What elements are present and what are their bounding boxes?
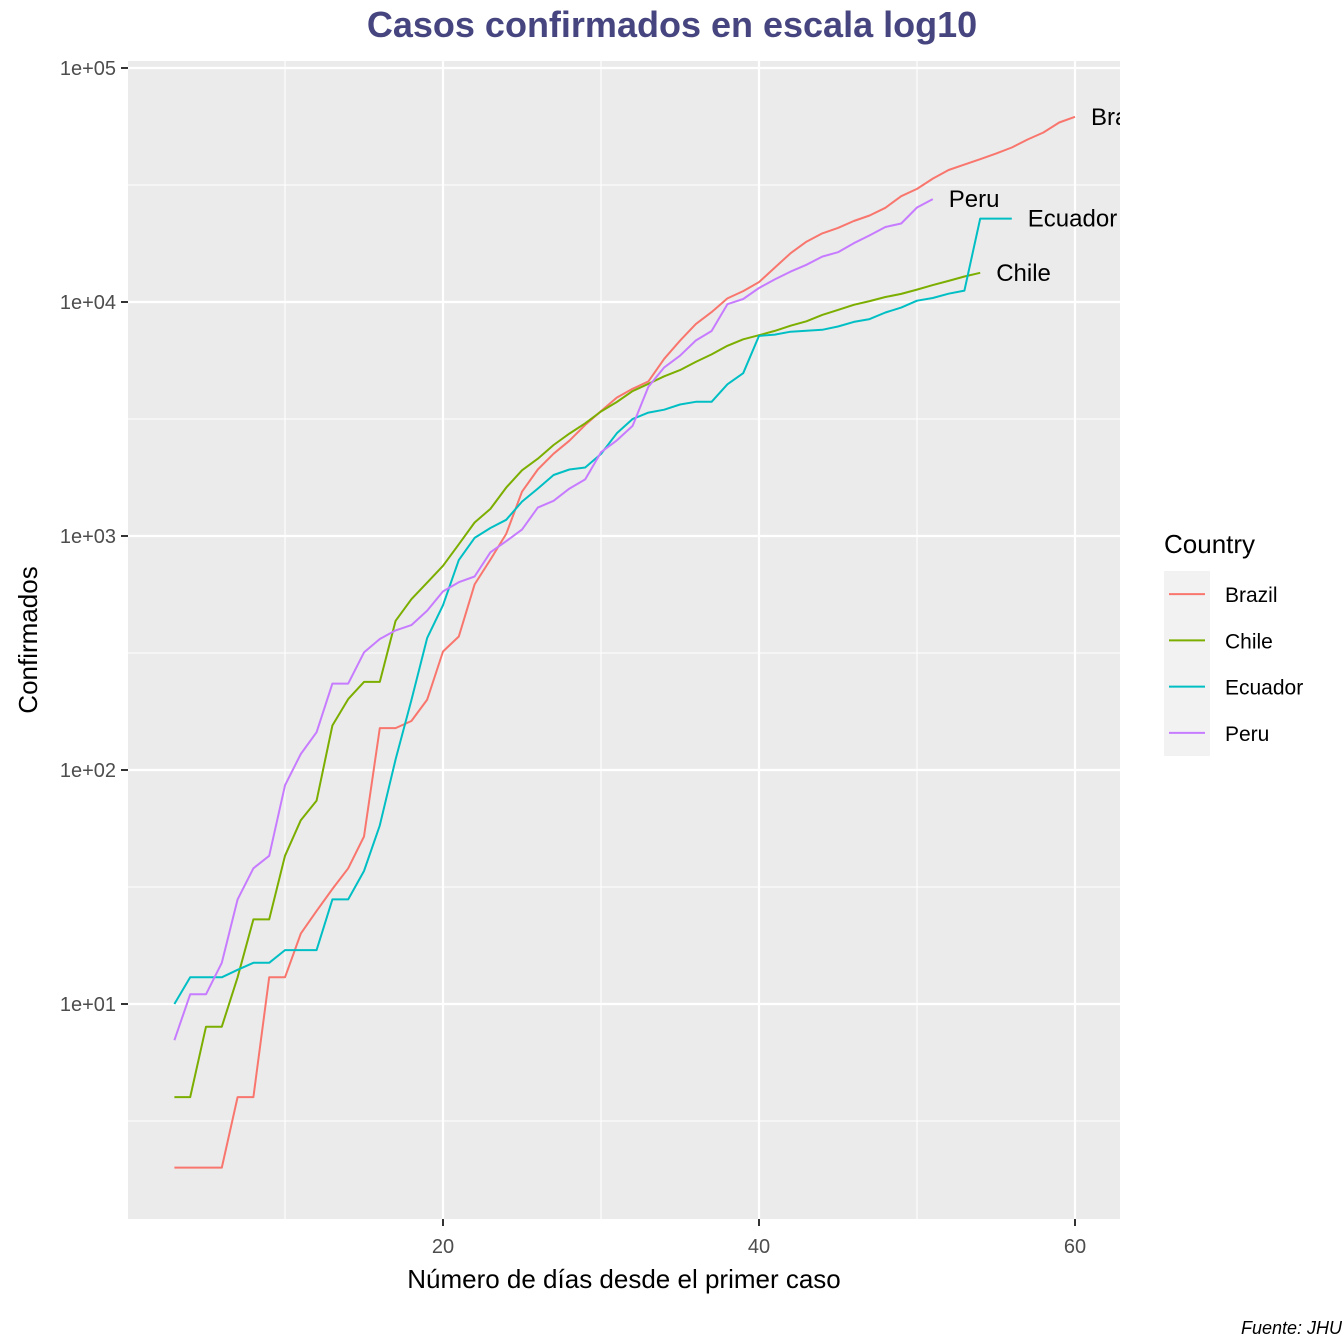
end-label-peru: Peru (949, 186, 1000, 213)
y-tick-label: 1e+03 (60, 526, 116, 548)
legend-label-brazil: Brazil (1225, 584, 1278, 607)
series-end-labels: Brazil Chile Ecuador Peru (949, 104, 1151, 287)
y-tick-label: 1e+04 (60, 292, 116, 314)
x-tick-label: 60 (1064, 1236, 1086, 1258)
y-tick-label: 1e+02 (60, 760, 116, 782)
series-line-peru (173, 198, 934, 1041)
legend-label-ecuador: Ecuador (1225, 677, 1303, 700)
chart-title: Casos confirmados en escala log10 (367, 4, 977, 45)
minor-gridlines (128, 61, 1120, 1219)
x-axis-title: Número de días desde el primer caso (407, 1264, 841, 1294)
y-tick-label: 1e+05 (60, 58, 116, 80)
plot-panel: Brazil Chile Ecuador Peru (128, 61, 1151, 1219)
x-tick-label: 40 (748, 1236, 770, 1258)
legend-label-peru: Peru (1225, 723, 1269, 746)
end-label-brazil: Brazil (1091, 104, 1151, 131)
series-line-ecuador (173, 217, 1012, 1005)
series-line-brazil (174, 115, 1076, 1169)
series-line-chile (174, 271, 981, 1099)
legend-title: Country (1164, 529, 1255, 559)
x-axis: 20 40 60 (432, 1219, 1086, 1258)
major-gridlines (128, 61, 1120, 1219)
end-label-ecuador: Ecuador (1028, 206, 1117, 233)
series-lines (173, 115, 1076, 1169)
legend-keys: Brazil Chile Ecuador Peru (1164, 571, 1303, 756)
legend-key-background (1164, 571, 1210, 756)
y-axis-title: Confirmados (13, 566, 43, 713)
x-tick-label: 20 (432, 1236, 454, 1258)
source-caption: Fuente: JHU (1241, 1318, 1343, 1338)
y-tick-label: 1e+01 (60, 994, 116, 1016)
end-label-chile: Chile (996, 260, 1051, 287)
legend: Country Brazil Chile Ecuador Peru (1164, 529, 1303, 756)
y-axis: 1e+01 1e+02 1e+03 1e+04 1e+05 (60, 58, 128, 1016)
plot-background (128, 61, 1120, 1219)
legend-label-chile: Chile (1225, 630, 1273, 653)
